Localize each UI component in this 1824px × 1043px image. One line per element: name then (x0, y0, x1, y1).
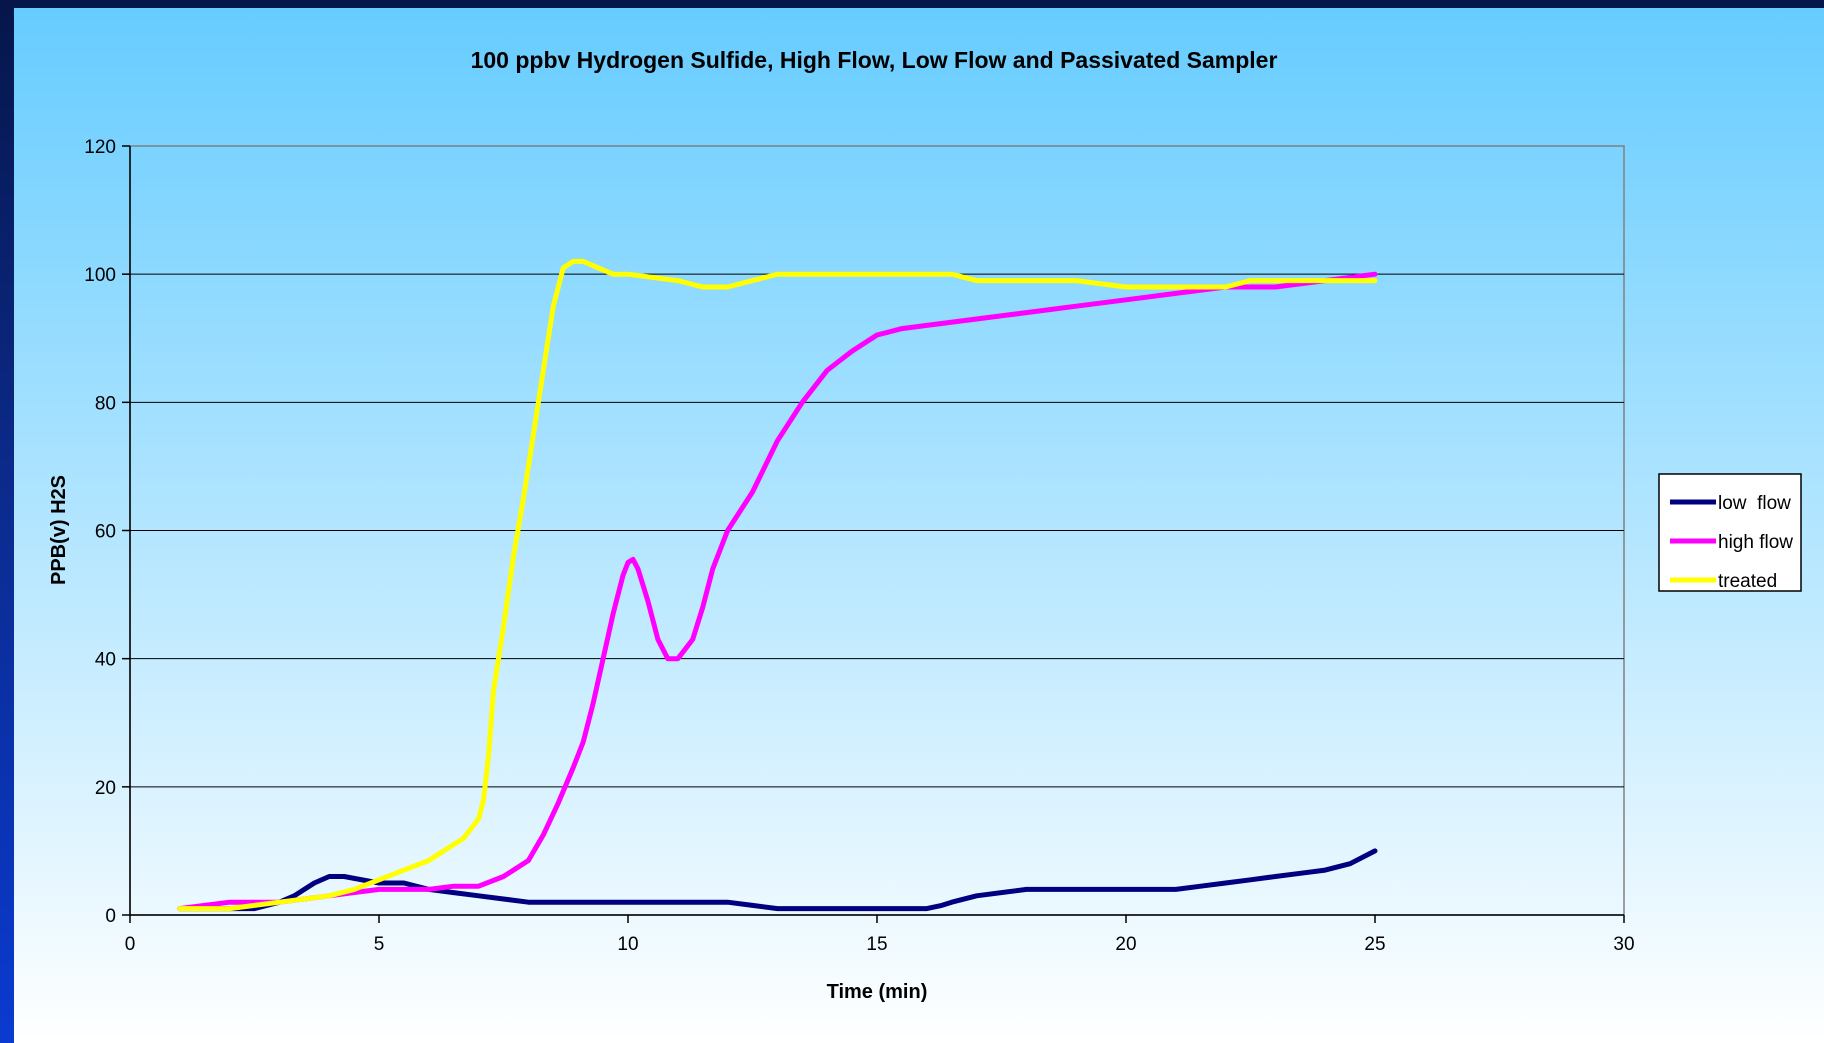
y-tick-label: 40 (95, 650, 116, 671)
x-tick-label: 10 (617, 934, 638, 955)
x-tick-label: 0 (125, 934, 136, 955)
chart: 100 ppbv Hydrogen Sulfide, High Flow, Lo… (14, 8, 1824, 1043)
x-axis-tick-labels: 0 5 10 15 20 25 30 (125, 934, 1635, 955)
series-lines (177, 258, 1378, 912)
y-tick-label: 100 (84, 265, 116, 286)
legend-box (1658, 473, 1802, 592)
legend-label: low flow (1718, 493, 1791, 514)
legend-label: high flow (1718, 532, 1793, 553)
x-tick-label: 20 (1115, 934, 1136, 955)
y-tick-label: 60 (95, 522, 116, 543)
y-axis-label: PPB(v) H2S (48, 475, 70, 585)
series-line-2 (177, 258, 1378, 912)
y-tick-label: 120 (84, 137, 116, 158)
chart-title: 100 ppbv Hydrogen Sulfide, High Flow, Lo… (471, 47, 1278, 73)
x-tick-label: 15 (866, 934, 887, 955)
y-axis-tick-labels: 0 20 40 60 80 100 120 (84, 137, 116, 927)
chart-panel-background (14, 8, 1824, 1043)
x-axis-label: Time (min) (827, 981, 928, 1003)
series-line-0 (177, 848, 1378, 912)
y-tick-label: 0 (105, 906, 116, 927)
y-tick-label: 80 (95, 393, 116, 414)
x-tick-label: 30 (1613, 934, 1634, 955)
y-tick-label: 20 (95, 778, 116, 799)
x-tick-label: 5 (374, 934, 385, 955)
x-tick-label: 25 (1364, 934, 1385, 955)
legend: low flow high flow treated (1658, 473, 1802, 592)
series-line-1 (177, 271, 1378, 912)
tick-marks (122, 145, 1625, 923)
legend-label: treated (1718, 571, 1777, 592)
